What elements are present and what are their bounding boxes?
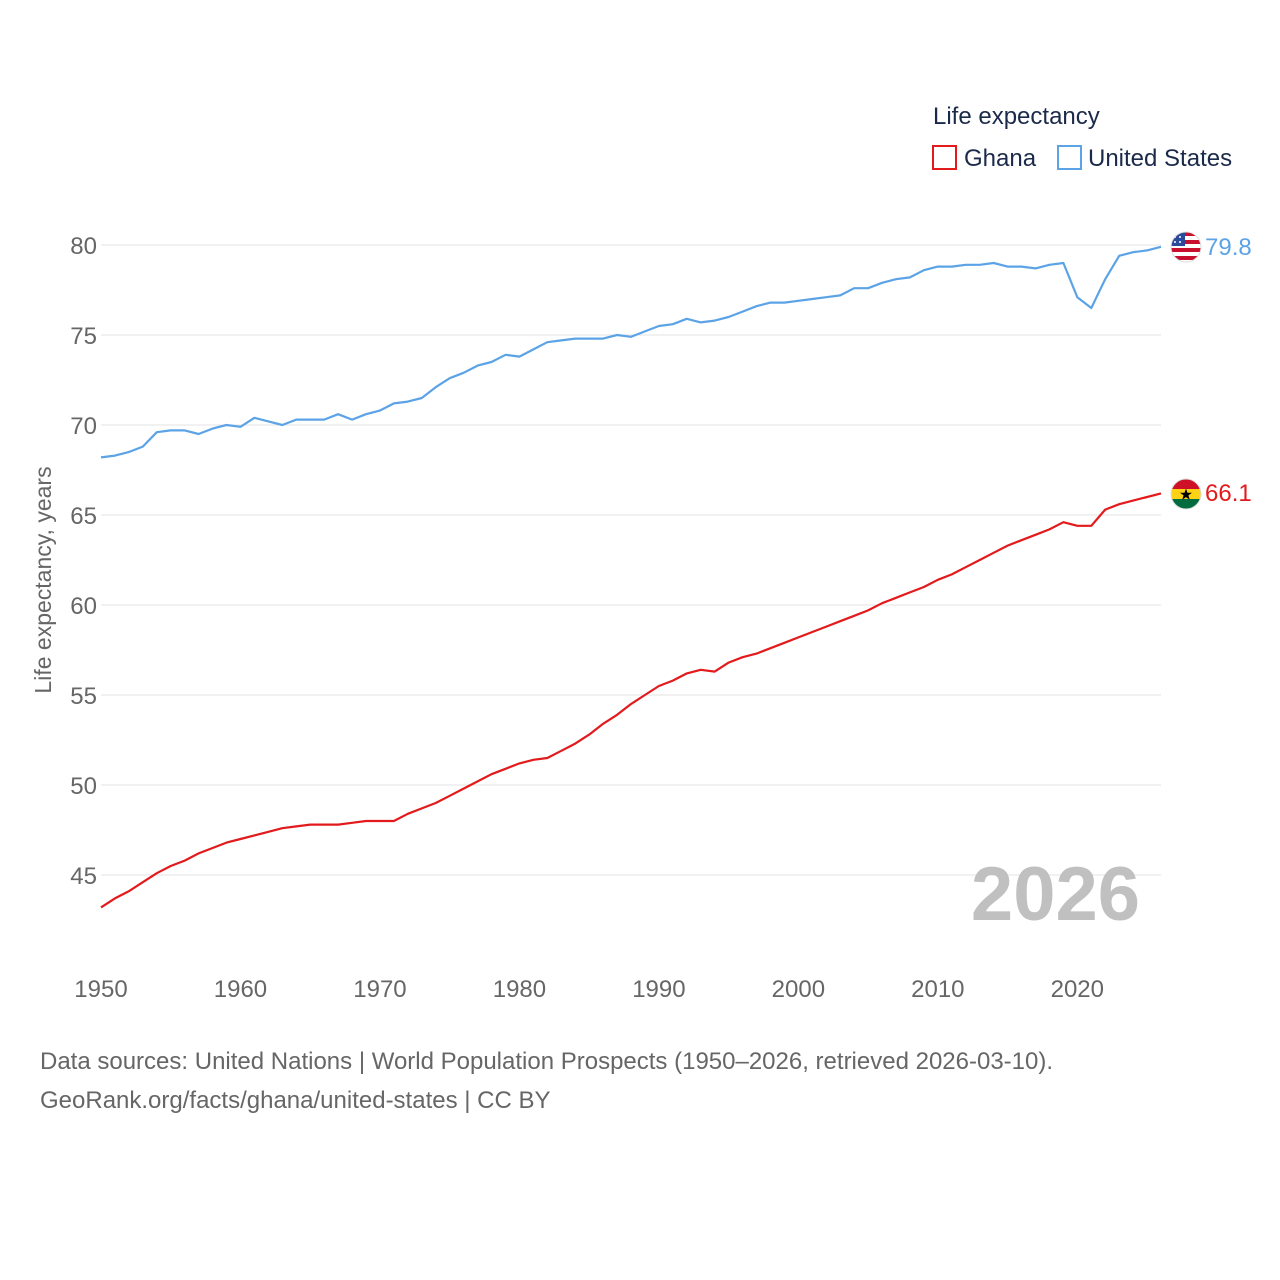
- x-tick-label-2000: 2000: [772, 976, 825, 1003]
- x-tick-label-2010: 2010: [911, 976, 964, 1003]
- series-line-united-states[interactable]: [100, 245, 1162, 459]
- x-tick-label-2020: 2020: [1051, 976, 1104, 1003]
- legend-title: Life expectancy: [933, 103, 1100, 130]
- y-tick-label-75: 75: [70, 323, 97, 350]
- ghana-flag-border: [1170, 478, 1202, 510]
- y-tick-label-65: 65: [70, 503, 97, 530]
- x-tick-label-1970: 1970: [353, 976, 406, 1003]
- legend-item-ghana[interactable]: Ghana: [932, 145, 1037, 172]
- y-axis-title: Life expectancy, years: [30, 466, 56, 693]
- source-line-1: Data sources: United Nations | World Pop…: [40, 1048, 1054, 1075]
- y-axis-ticks: 45 50 55 60 65 70 75 80: [70, 233, 97, 890]
- series-line-ghana[interactable]: [100, 492, 1162, 909]
- source-line-2[interactable]: GeoRank.org/facts/ghana/united-states | …: [40, 1087, 551, 1114]
- y-tick-label-50: 50: [70, 773, 97, 800]
- legend-swatch-ghana: [932, 145, 957, 170]
- us-flag-border: [1170, 231, 1202, 263]
- y-tick-label-45: 45: [70, 863, 97, 890]
- x-tick-label-1980: 1980: [493, 976, 546, 1003]
- source-note: Data sources: United Nations | World Pop…: [40, 1042, 1240, 1120]
- life-expectancy-chart: 45 50 55 60 65 70 75 80 1950 1960 1970 1980 1990 200…: [30, 103, 1252, 1003]
- x-tick-label-1950: 1950: [74, 976, 127, 1003]
- legend: Life expectancy Ghana United States: [932, 103, 1232, 172]
- legend-label-ghana: Ghana: [964, 145, 1037, 172]
- legend-swatch-united-states: [1057, 145, 1082, 170]
- united-states-end-value: 79.8: [1205, 234, 1252, 261]
- series-lines: [100, 245, 1162, 909]
- legend-label-united-states: United States: [1088, 145, 1232, 172]
- y-tick-label-70: 70: [70, 413, 97, 440]
- y-tick-label-80: 80: [70, 233, 97, 260]
- x-tick-label-1990: 1990: [632, 976, 685, 1003]
- x-tick-label-1960: 1960: [214, 976, 267, 1003]
- year-watermark: 2026: [971, 852, 1140, 937]
- ghana-flag-icon: [1171, 479, 1201, 509]
- y-tick-label-55: 55: [70, 683, 97, 710]
- legend-item-united-states[interactable]: United States: [1057, 145, 1232, 172]
- x-axis-ticks: 1950 1960 1970 1980 1990 2000 2010 2020: [74, 976, 1104, 1003]
- y-tick-label-60: 60: [70, 593, 97, 620]
- gridlines: [101, 244, 1161, 876]
- ghana-end-value: 66.1: [1205, 480, 1252, 507]
